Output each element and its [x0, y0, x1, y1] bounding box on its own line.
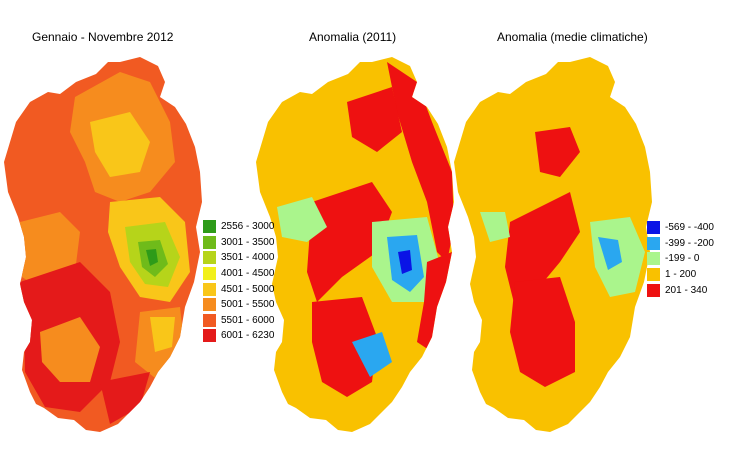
legend-label: 3501 - 4000 — [221, 252, 275, 264]
legend-label: -199 - 0 — [665, 253, 700, 265]
anomaly2011-east-coast — [387, 62, 454, 262]
legend-label: -569 - -400 — [665, 222, 714, 234]
legend-anomaly: -569 - -400 -399 - -200 -199 - 0 1 - 200… — [647, 220, 714, 298]
legend-swatch — [203, 251, 216, 265]
legend-label: 1 - 200 — [665, 269, 697, 281]
anomalyclim-central-west — [505, 192, 580, 307]
totals-cagliari-area — [100, 372, 150, 424]
legend-item: 4001 - 4500 — [203, 266, 274, 282]
map-anomaly-2011 — [252, 52, 467, 447]
legend-label: -399 - -200 — [665, 237, 714, 249]
map-totals — [0, 52, 215, 447]
legend-swatch — [203, 329, 216, 343]
legend-label: 3001 - 3500 — [221, 236, 275, 248]
legend-label: 4501 - 5000 — [221, 283, 275, 295]
legend-swatch — [647, 221, 660, 235]
anomaly2011-north-area — [347, 87, 402, 152]
legend-swatch — [647, 283, 660, 297]
legend-swatch — [647, 252, 660, 266]
anomaly2011-central-most-negative — [398, 250, 412, 274]
sardinia-map-totals — [4, 57, 202, 432]
map-title-totals: Gennaio - Novembre 2012 — [32, 30, 174, 44]
legend-swatch — [203, 235, 216, 249]
anomaly2011-central-west — [307, 182, 392, 302]
anomaly2011-south-region — [312, 297, 377, 397]
anomaly2011-southeast-coast — [417, 252, 452, 352]
anomalyclim-central-more-negative — [598, 237, 622, 270]
legend-label: 4001 - 4500 — [221, 268, 275, 280]
anomaly2011-west-negative — [277, 197, 327, 242]
legend-swatch — [203, 220, 216, 234]
legend-item: 3501 - 4000 — [203, 250, 274, 266]
legend-item: -399 - -200 — [647, 236, 714, 252]
totals-sulcis-upland — [40, 317, 100, 382]
legend-item: -199 - 0 — [647, 251, 714, 267]
legend-item: 201 - 340 — [647, 282, 714, 298]
legend-swatch — [647, 236, 660, 250]
anomaly2011-south-negative — [352, 332, 392, 377]
anomalyclim-south-region — [510, 277, 575, 387]
legend-label: 201 - 340 — [665, 284, 708, 296]
map-anomaly-climatic — [450, 52, 665, 447]
totals-peak-area — [146, 249, 158, 266]
legend-swatch — [203, 313, 216, 327]
map-title-anomaly-2011: Anomalia (2011) — [309, 30, 397, 44]
legend-swatch — [203, 267, 216, 281]
legend-item: 1 - 200 — [647, 267, 714, 283]
totals-sarrabus-upland — [150, 317, 175, 352]
legend-label: 6001 - 6230 — [221, 330, 275, 342]
sardinia-map-anomaly-2011 — [256, 57, 454, 432]
legend-item: 4501 - 5000 — [203, 281, 274, 297]
legend-label: 2556 - 3000 — [221, 221, 275, 233]
map-title-anomaly-climatic: Anomalia (medie climatiche) — [497, 30, 648, 44]
legend-swatch — [203, 282, 216, 296]
sardinia-map-anomaly-climatic — [454, 57, 652, 432]
legend-item: 6001 - 6230 — [203, 328, 274, 344]
legend-item: 5001 - 5500 — [203, 297, 274, 313]
totals-north-center-region — [90, 112, 150, 177]
legend-label: 5001 - 5500 — [221, 299, 275, 311]
legend-item: 5501 - 6000 — [203, 313, 274, 329]
legend-totals: 2556 - 3000 3001 - 3500 3501 - 4000 4001… — [203, 219, 274, 344]
legend-label: 5501 - 6000 — [221, 314, 275, 326]
legend-item: 2556 - 3000 — [203, 219, 274, 235]
legend-swatch — [203, 298, 216, 312]
legend-item: -569 - -400 — [647, 220, 714, 236]
anomalyclim-north-area — [535, 127, 580, 177]
legend-item: 3001 - 3500 — [203, 235, 274, 251]
legend-swatch — [647, 268, 660, 282]
anomalyclim-west-negative — [480, 212, 510, 242]
